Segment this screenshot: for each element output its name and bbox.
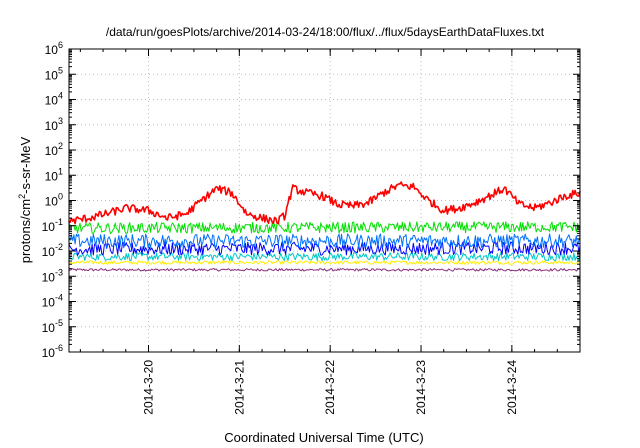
y-tick-label-base: 10 xyxy=(42,321,56,335)
y-tick-label: 10-5 xyxy=(42,318,63,335)
y-tick-label-exp: -6 xyxy=(55,343,63,353)
series-line-0 xyxy=(68,181,581,225)
y-tick-label-base: 10 xyxy=(42,270,56,284)
y-tick-label-exp: 6 xyxy=(58,40,63,50)
y-tick-label-exp: 2 xyxy=(58,141,63,151)
y-tick-label-base: 10 xyxy=(42,346,56,360)
x-tick-label: 2014-3-20 xyxy=(141,360,155,415)
y-tick-label-exp: 5 xyxy=(58,65,63,75)
y-tick-label: 10-4 xyxy=(42,293,63,310)
y-tick-label: 10-3 xyxy=(42,267,63,284)
x-tick-label: 2014-3-22 xyxy=(323,360,337,415)
y-tick-label: 103 xyxy=(45,116,63,133)
y-tick-label-base: 10 xyxy=(42,245,56,259)
y-tick-label-base: 10 xyxy=(45,144,59,158)
y-tick-label: 101 xyxy=(45,166,63,183)
y-tick-label-base: 10 xyxy=(42,296,56,310)
y-tick-label-base: 10 xyxy=(45,43,59,57)
y-tick-label: 10-2 xyxy=(42,242,63,259)
x-axis-label: Coordinated Universal Time (UTC) xyxy=(224,430,423,445)
series-line-4 xyxy=(68,252,581,262)
y-tick-label-exp: -2 xyxy=(55,242,63,252)
y-tick-label-exp: 1 xyxy=(58,166,63,176)
x-axis: 2014-3-20 2014-3-21 2014-3-22 2014-3-23 2014… xyxy=(79,49,581,415)
y-axis-label-sup: 2 xyxy=(17,194,27,199)
series-line-1 xyxy=(68,221,581,235)
y-axis-label-base: protons/cm xyxy=(18,199,33,263)
series-layer xyxy=(68,181,581,272)
x-tick-label: 2014-3-23 xyxy=(414,360,428,415)
y-tick-label: 104 xyxy=(45,91,63,108)
y-tick-label: 102 xyxy=(45,141,63,158)
grid xyxy=(69,49,580,352)
y-tick-label-base: 10 xyxy=(45,169,59,183)
x-tick-label: 2014-3-24 xyxy=(505,360,519,415)
y-tick-label-exp: 0 xyxy=(58,192,63,202)
y-tick-label-base: 10 xyxy=(45,68,59,82)
y-tick-label-base: 10 xyxy=(45,94,59,108)
x-tick-label: 2014-3-21 xyxy=(232,360,246,415)
y-axis-label-rest: -s-sr-MeV xyxy=(18,136,33,193)
y-tick-label-base: 10 xyxy=(45,119,59,133)
y-tick-label-exp: -5 xyxy=(55,318,63,328)
y-tick-label-base: 10 xyxy=(45,195,59,209)
series-line-5 xyxy=(68,260,581,265)
y-tick-label: 10-6 xyxy=(42,343,63,360)
y-tick-label: 105 xyxy=(45,65,63,82)
y-tick-label: 100 xyxy=(45,192,63,209)
series-line-2 xyxy=(68,233,581,249)
series-line-6 xyxy=(68,268,581,272)
y-tick-label-exp: 4 xyxy=(58,91,63,101)
y-axis: 10-610-510-410-310-210-11001011021031041… xyxy=(42,40,580,360)
chart-title: /data/run/goesPlots/archive/2014-03-24/1… xyxy=(106,25,545,39)
y-tick-label-exp: -1 xyxy=(55,217,63,227)
y-tick-label-base: 10 xyxy=(42,220,56,234)
y-tick-label-exp: -4 xyxy=(55,293,63,303)
y-tick-label: 106 xyxy=(45,40,63,57)
series-line-3 xyxy=(68,241,581,256)
y-tick-label-exp: -3 xyxy=(55,267,63,277)
y-tick-label: 10-1 xyxy=(42,217,63,234)
y-tick-label-exp: 3 xyxy=(58,116,63,126)
y-axis-label: protons/cm2-s-sr-MeV xyxy=(17,136,33,263)
